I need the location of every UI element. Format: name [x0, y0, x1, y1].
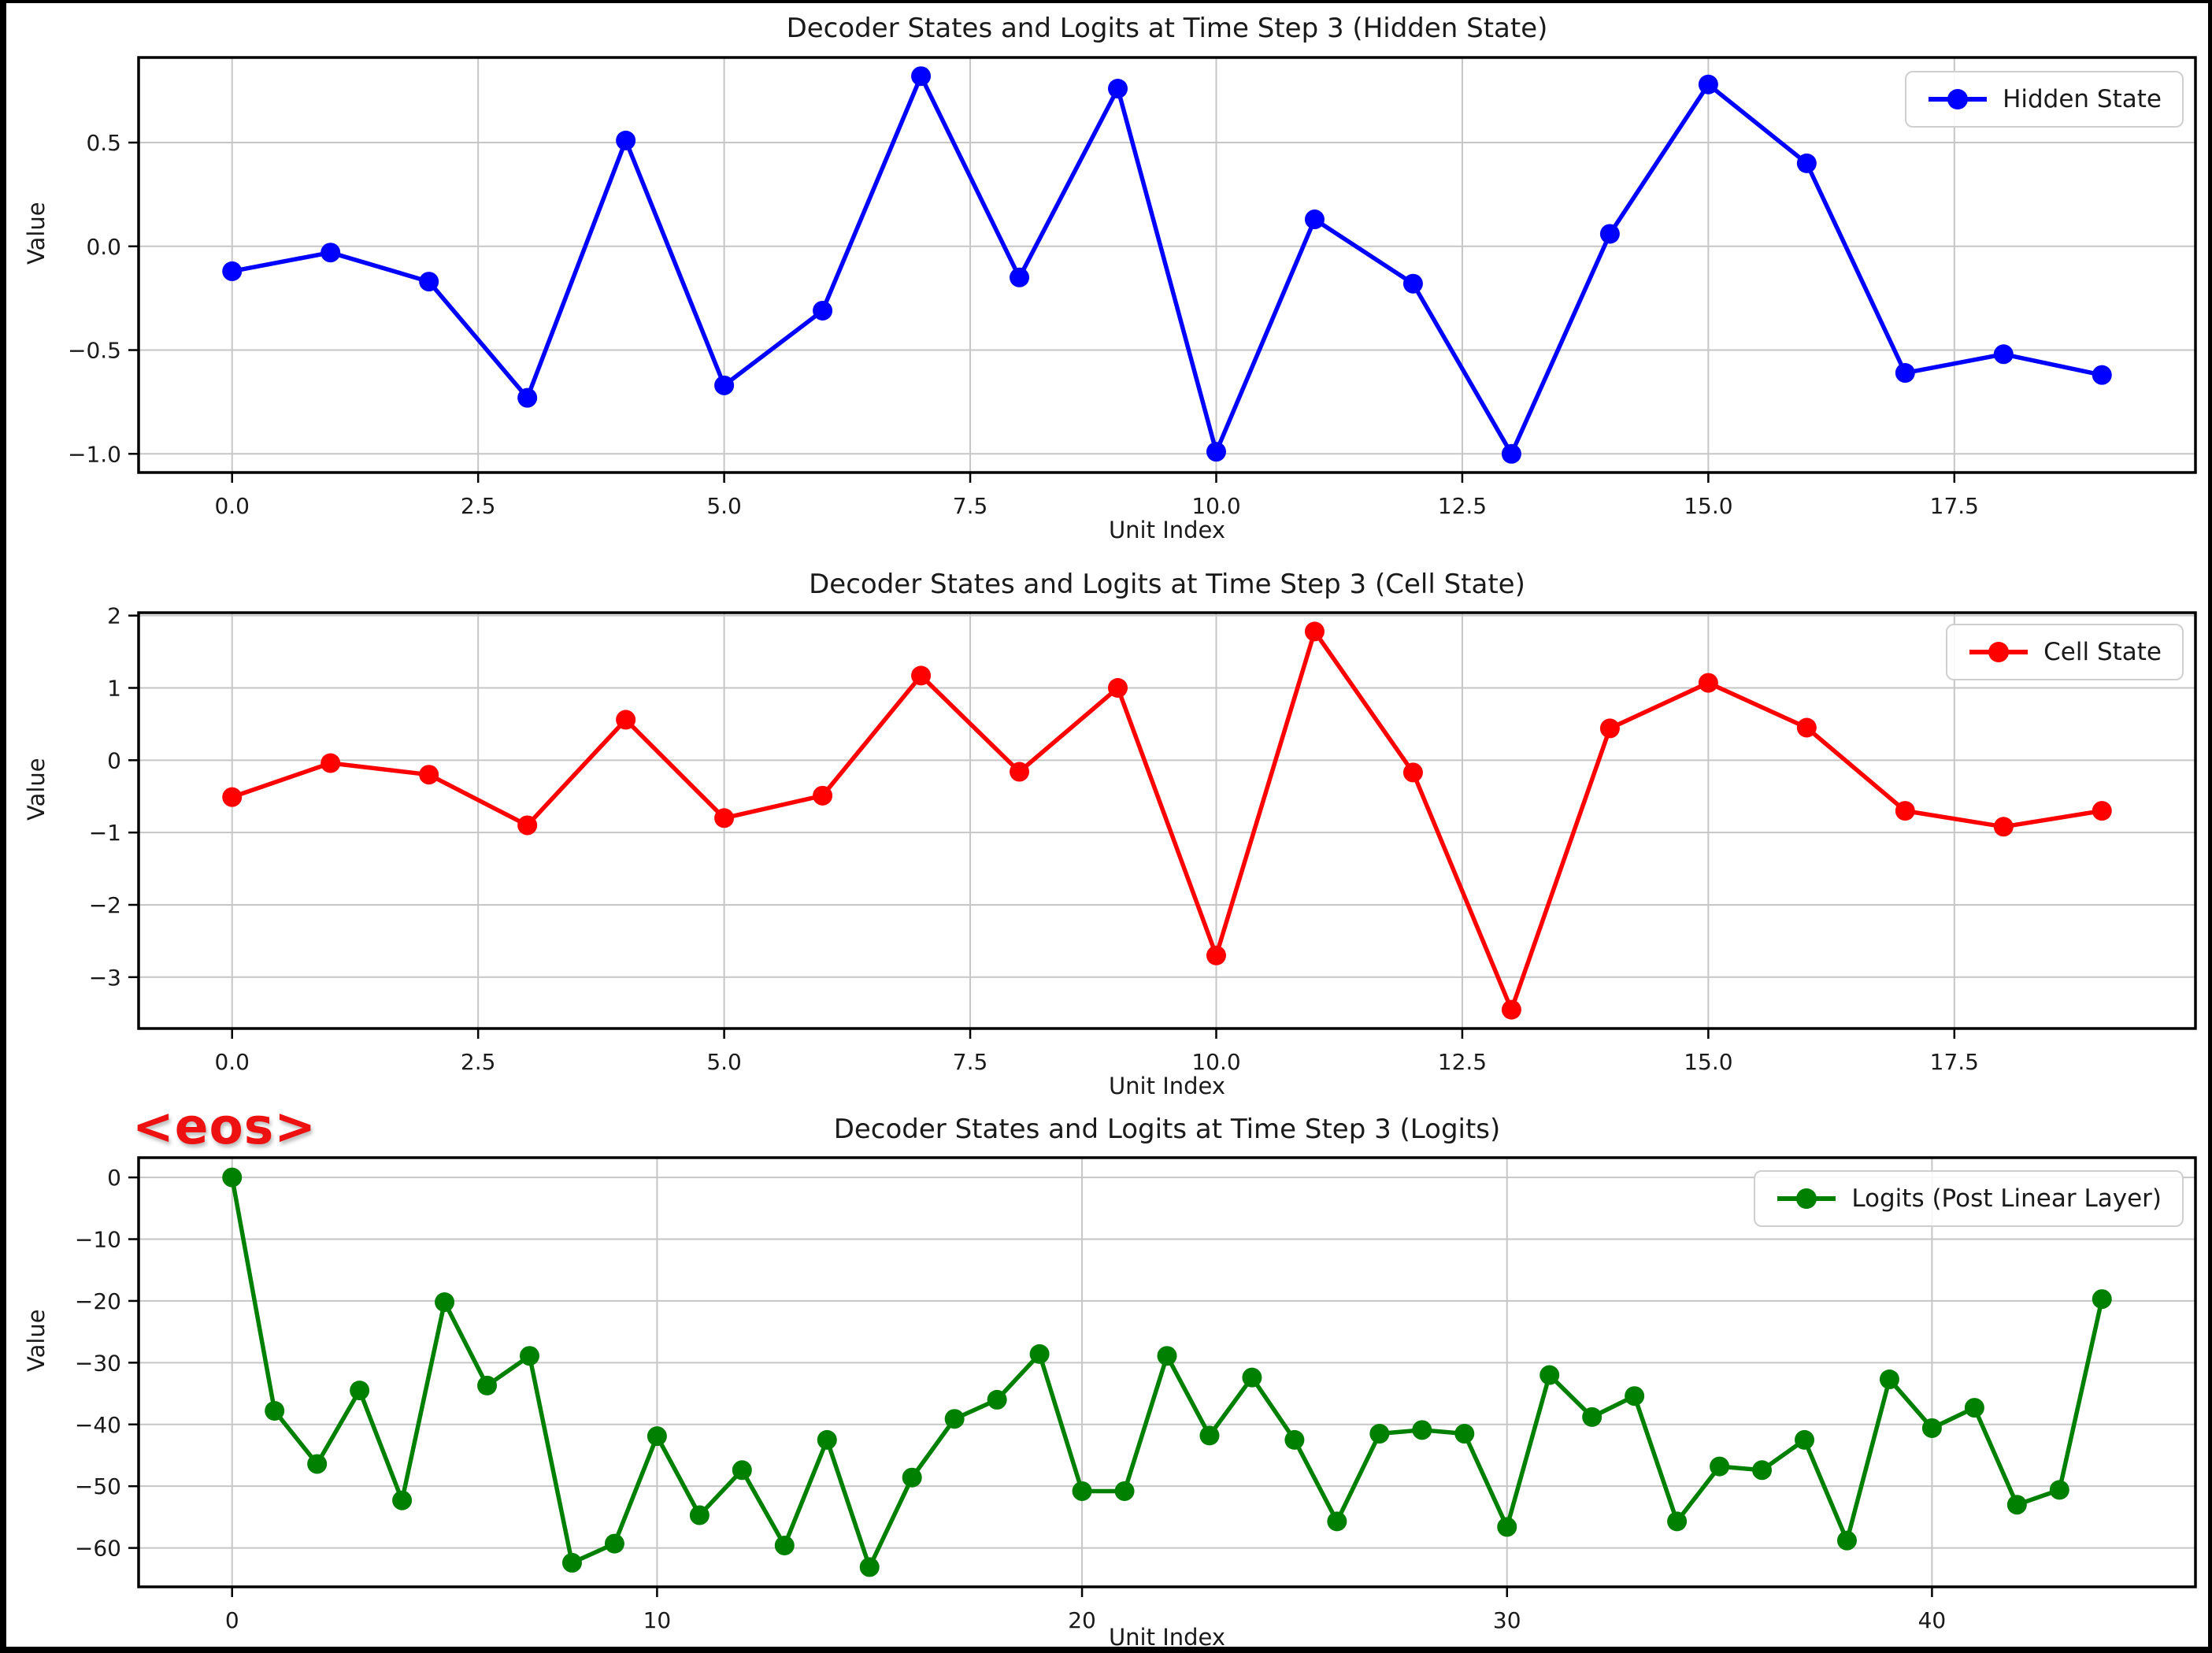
svg-text:−10: −10 — [75, 1227, 121, 1253]
legend-hidden-state: Hidden State — [1905, 71, 2184, 128]
svg-text:15.0: 15.0 — [1684, 493, 1732, 519]
svg-text:0: 0 — [107, 747, 121, 773]
chart-title: Decoder States and Logits at Time Step 3… — [809, 569, 1525, 600]
svg-text:5.0: 5.0 — [706, 493, 742, 519]
svg-text:−1: −1 — [89, 820, 121, 846]
svg-text:0.0: 0.0 — [86, 234, 121, 260]
svg-text:−60: −60 — [75, 1536, 121, 1562]
svg-text:−1.0: −1.0 — [68, 441, 121, 467]
chart-title: Decoder States and Logits at Time Step 3… — [786, 13, 1548, 44]
svg-text:15.0: 15.0 — [1684, 1049, 1732, 1075]
figure-border-left — [0, 0, 6, 1653]
svg-text:−40: −40 — [75, 1412, 121, 1438]
svg-text:10: 10 — [643, 1607, 672, 1633]
svg-text:0: 0 — [225, 1607, 239, 1633]
svg-text:7.5: 7.5 — [953, 1049, 988, 1075]
svg-text:0.0: 0.0 — [214, 493, 250, 519]
svg-text:17.5: 17.5 — [1930, 493, 1979, 519]
svg-text:2.5: 2.5 — [461, 493, 496, 519]
legend-cell-state: Cell State — [1946, 624, 2184, 680]
x-axis-label: Unit Index — [1108, 517, 1226, 543]
svg-text:7.5: 7.5 — [953, 493, 988, 519]
svg-text:0: 0 — [107, 1165, 121, 1191]
svg-text:20: 20 — [1068, 1607, 1096, 1633]
legend-label: Logits (Post Linear Layer) — [1851, 1184, 2162, 1213]
svg-text:12.5: 12.5 — [1438, 1049, 1487, 1075]
svg-text:2: 2 — [107, 603, 121, 629]
figure-border-right — [2208, 0, 2212, 1653]
svg-text:40: 40 — [1918, 1607, 1947, 1633]
svg-text:0.0: 0.0 — [214, 1049, 250, 1075]
svg-text:−3: −3 — [89, 965, 121, 991]
x-axis-label: Unit Index — [1108, 1073, 1226, 1099]
legend-label: Cell State — [2043, 638, 2162, 666]
figure-border-bottom — [0, 1647, 2212, 1653]
eos-annotation: <eos> — [132, 1098, 317, 1155]
svg-text:−0.5: −0.5 — [68, 338, 121, 364]
svg-text:10.0: 10.0 — [1191, 1049, 1240, 1075]
legend-line-marker-icon — [1777, 1188, 1836, 1209]
figure-border-top — [0, 0, 2212, 3]
svg-text:0.5: 0.5 — [86, 130, 121, 156]
svg-text:−2: −2 — [89, 892, 121, 918]
svg-text:5.0: 5.0 — [706, 1049, 742, 1075]
svg-text:30: 30 — [1493, 1607, 1521, 1633]
legend-line-marker-icon — [1929, 89, 1988, 109]
svg-text:−20: −20 — [75, 1288, 121, 1314]
svg-text:12.5: 12.5 — [1438, 493, 1487, 519]
svg-text:2.5: 2.5 — [461, 1049, 496, 1075]
chart-title: Decoder States and Logits at Time Step 3… — [833, 1114, 1501, 1145]
x-axis-label: Unit Index — [1108, 1624, 1226, 1651]
svg-text:17.5: 17.5 — [1930, 1049, 1979, 1075]
legend-line-marker-icon — [1969, 642, 2029, 662]
svg-text:−30: −30 — [75, 1350, 121, 1376]
legend-logits: Logits (Post Linear Layer) — [1754, 1170, 2184, 1227]
svg-text:1: 1 — [107, 675, 121, 701]
legend-label: Hidden State — [2003, 85, 2162, 113]
svg-text:10.0: 10.0 — [1191, 493, 1240, 519]
svg-text:−50: −50 — [75, 1473, 121, 1499]
